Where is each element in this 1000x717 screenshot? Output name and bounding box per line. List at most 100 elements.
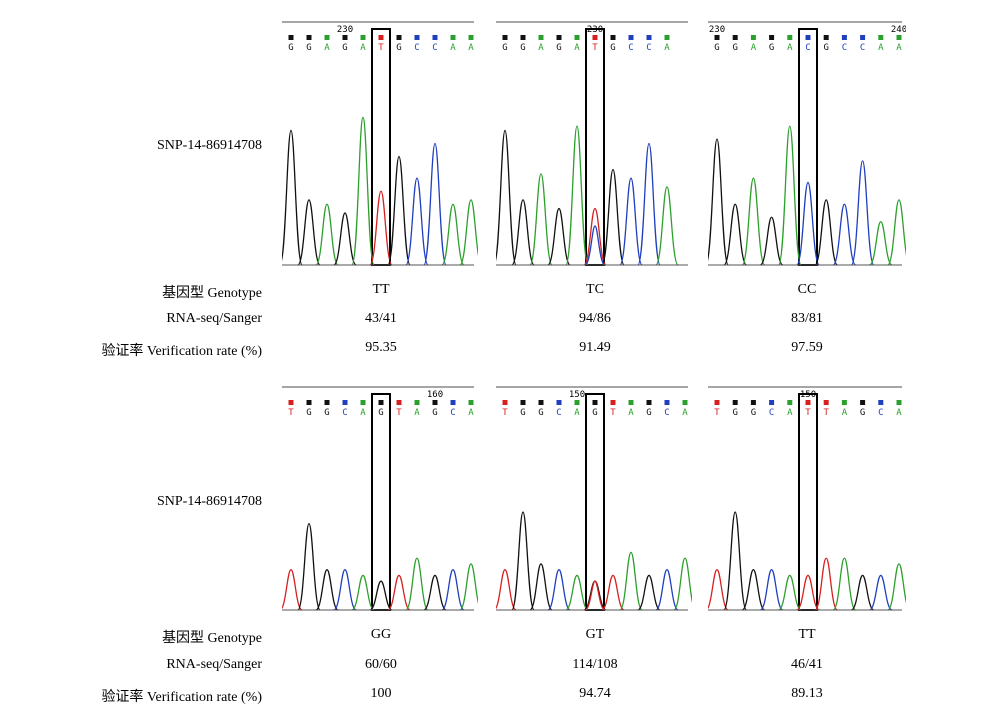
base-mark <box>841 400 847 405</box>
trace-peak <box>759 216 784 266</box>
base-mark <box>396 35 402 40</box>
base-letter: T <box>805 408 811 418</box>
trace-peak <box>547 569 571 611</box>
genotype-2-1: GG <box>370 627 392 642</box>
base-mark <box>360 35 366 40</box>
trace-peak <box>741 569 766 611</box>
base-letter: G <box>646 408 651 418</box>
genotype-2-2: GT <box>585 627 605 642</box>
rate-2-2: 94.74 <box>579 686 611 701</box>
base-mark <box>360 400 366 405</box>
base-mark <box>896 400 902 405</box>
trace-peak <box>423 142 447 266</box>
trace-peak <box>315 203 339 266</box>
trace-peak <box>637 142 661 266</box>
base-letter: A <box>787 408 793 418</box>
base-letter: A <box>682 408 688 418</box>
trace-peak <box>637 574 661 611</box>
genotype-label-1: 基因型 Genotype <box>162 286 262 301</box>
base-mark <box>520 35 526 40</box>
base-letter: A <box>628 408 634 418</box>
trace-peak <box>387 574 411 611</box>
base-letter: G <box>860 408 865 418</box>
ratio-2-2: 114/108 <box>572 657 618 672</box>
base-letter: G <box>769 43 774 53</box>
trace-peak <box>459 199 478 266</box>
position-label: 240 <box>891 25 906 35</box>
base-mark <box>538 400 544 405</box>
trace-peak <box>511 199 535 266</box>
trace-peak <box>351 574 375 611</box>
base-mark <box>468 400 474 405</box>
base-mark <box>628 35 634 40</box>
genotype-1-2: TC <box>586 282 604 297</box>
trace-peak <box>496 569 517 611</box>
base-mark <box>714 35 720 40</box>
base-mark <box>769 35 775 40</box>
trace-peak <box>333 212 357 266</box>
ratio-1-2: 94/86 <box>579 311 611 326</box>
base-mark <box>787 400 793 405</box>
base-mark <box>342 35 348 40</box>
trace-peak <box>459 563 478 611</box>
base-mark <box>592 35 598 40</box>
chromatogram-2-2: 150 T G G C A G T A G C A <box>496 386 692 611</box>
base-letter: A <box>468 408 474 418</box>
base-mark <box>805 35 811 40</box>
trace-peak <box>601 574 625 611</box>
base-letter: C <box>805 43 810 53</box>
chromatogram-2-1: 160 T G G C A G T A G C A <box>282 386 478 611</box>
base-mark <box>556 400 562 405</box>
base-letter: G <box>502 43 507 53</box>
base-mark <box>414 35 420 40</box>
trace-peak <box>796 574 820 611</box>
base-mark <box>750 35 756 40</box>
base-letter: A <box>878 43 884 53</box>
trace-peak <box>297 199 321 266</box>
base-mark <box>556 35 562 40</box>
base-letter: G <box>556 43 561 53</box>
base-letter: G <box>592 408 597 418</box>
base-letter: C <box>664 408 669 418</box>
base-letter: G <box>342 43 347 53</box>
base-mark <box>610 35 616 40</box>
trace-peak <box>333 569 357 611</box>
base-mark <box>324 35 330 40</box>
ratio-label-2: RNA-seq/Sanger <box>166 657 262 672</box>
base-mark <box>714 400 720 405</box>
base-letter: C <box>646 43 651 53</box>
base-mark <box>378 400 384 405</box>
ratio-1-3: 83/81 <box>791 311 823 326</box>
trace-peak <box>619 551 643 611</box>
base-mark <box>841 35 847 40</box>
trace-secondary-peak <box>584 580 606 611</box>
trace-peak <box>529 173 553 266</box>
trace-peak <box>759 569 784 611</box>
trace-peak <box>887 199 906 266</box>
trace-peak <box>777 125 802 266</box>
base-letter: C <box>628 43 633 53</box>
base-letter: A <box>842 408 848 418</box>
base-letter: G <box>396 43 401 53</box>
trace-peak <box>565 125 589 266</box>
base-mark <box>574 35 580 40</box>
base-mark <box>378 35 384 40</box>
trace-peak <box>351 116 375 266</box>
base-mark <box>288 400 294 405</box>
chromatogram-1-1: 230 G G A G A T G C C A A <box>282 21 478 266</box>
trace-peak <box>850 160 875 266</box>
trace-peak <box>673 557 692 611</box>
chromatogram-1-3: 230 240 G G A G A C G C C A A <box>708 21 906 266</box>
base-mark <box>646 35 652 40</box>
base-mark <box>732 400 738 405</box>
base-mark <box>396 400 402 405</box>
base-mark <box>288 35 294 40</box>
base-letter: A <box>664 43 670 53</box>
base-letter: A <box>896 43 902 53</box>
base-letter: G <box>610 43 615 53</box>
rate-1-2: 91.49 <box>579 340 611 355</box>
base-mark <box>664 35 670 40</box>
base-letter: T <box>592 43 598 53</box>
base-mark <box>750 400 756 405</box>
trace-peak <box>619 177 643 266</box>
